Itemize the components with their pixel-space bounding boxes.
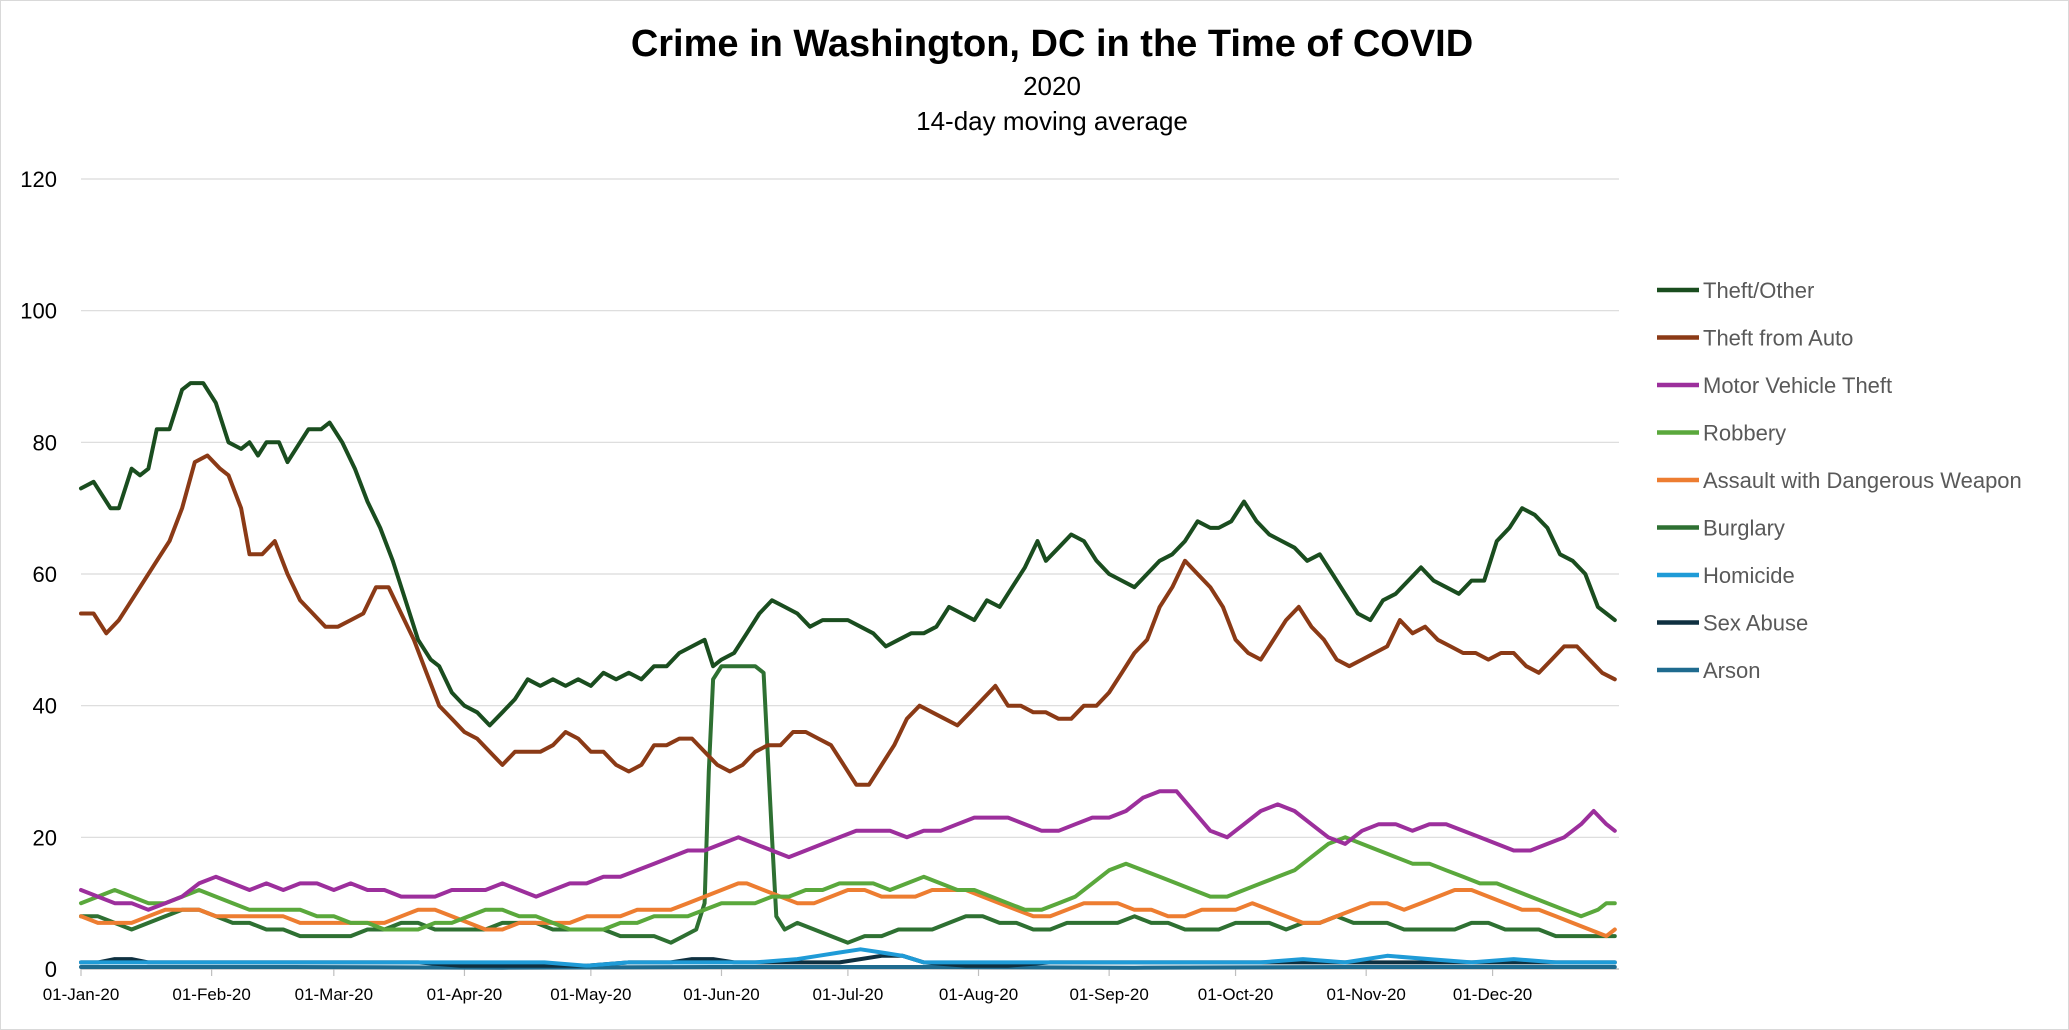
legend-item: Theft/Other — [1657, 278, 1814, 303]
legend-item: Sex Abuse — [1657, 611, 1808, 636]
series-line-robbery — [79, 835, 1617, 932]
y-tick-label: 80 — [33, 430, 57, 455]
legend-label: Assault with Dangerous Weapon — [1703, 468, 2022, 493]
legend-item: Burglary — [1657, 516, 1785, 541]
y-tick-label: 60 — [33, 562, 57, 587]
x-tick-label: 01-Feb-20 — [172, 985, 250, 1004]
legend-item: Theft from Auto — [1657, 326, 1853, 351]
x-tick-label: 01-Aug-20 — [939, 985, 1018, 1004]
x-tick-label: 01-Jan-20 — [43, 985, 120, 1004]
y-axis: 0 20 40 60 80 100 120 — [20, 167, 57, 982]
x-tick-label: 01-May-20 — [550, 985, 631, 1004]
y-tick-label: 100 — [20, 299, 57, 324]
x-tick-label: 01-Nov-20 — [1326, 985, 1405, 1004]
gridlines — [81, 178, 1619, 970]
legend-label: Theft from Auto — [1703, 326, 1853, 351]
series-line-motor-vehicle-theft — [79, 789, 1617, 912]
chart-title: Crime in Washington, DC in the Time of C… — [631, 23, 1473, 65]
legend: Theft/Other Theft from Auto Motor Vehicle … — [1657, 278, 2022, 683]
series-line-homicide — [79, 947, 1617, 968]
x-tick-label: 01-Oct-20 — [1198, 985, 1274, 1004]
y-tick-label: 120 — [20, 167, 57, 192]
x-tick-label: 01-Mar-20 — [295, 985, 373, 1004]
legend-item: Arson — [1657, 658, 1760, 683]
series-line-theft-from-auto — [79, 453, 1617, 787]
legend-item: Assault with Dangerous Weapon — [1657, 468, 2022, 493]
legend-item: Robbery — [1657, 421, 1786, 446]
legend-item: Homicide — [1657, 563, 1795, 588]
series-line-assault-with-dangerous-weapon — [79, 881, 1617, 939]
x-tick-label: 01-Jul-20 — [812, 985, 883, 1004]
chart-subtitle-2: 14-day moving average — [916, 106, 1188, 136]
series-line-burglary — [79, 664, 1617, 945]
series-lines — [79, 381, 1617, 970]
legend-label: Theft/Other — [1703, 278, 1814, 303]
x-tick-label: 01-Sep-20 — [1069, 985, 1148, 1004]
series-line-theft-other — [79, 381, 1617, 728]
legend-label: Burglary — [1703, 516, 1785, 541]
legend-label: Sex Abuse — [1703, 611, 1808, 636]
y-tick-label: 20 — [33, 825, 57, 850]
x-axis: 01-Jan-20 01-Feb-20 01-Mar-20 01-Apr-20 01-M… — [43, 969, 1532, 1004]
legend-label: Robbery — [1703, 421, 1786, 446]
legend-item: Motor Vehicle Theft — [1657, 373, 1892, 398]
x-tick-label: 01-Apr-20 — [427, 985, 503, 1004]
x-tick-label: 01-Jun-20 — [683, 985, 760, 1004]
x-tick-label: 01-Dec-20 — [1453, 985, 1532, 1004]
y-tick-label: 0 — [45, 957, 57, 982]
legend-label: Homicide — [1703, 563, 1795, 588]
legend-label: Arson — [1703, 658, 1760, 683]
chart-subtitle: 2020 — [1023, 71, 1081, 101]
y-tick-label: 40 — [33, 694, 57, 719]
series-line-arson — [79, 965, 1617, 970]
legend-label: Motor Vehicle Theft — [1703, 373, 1892, 398]
